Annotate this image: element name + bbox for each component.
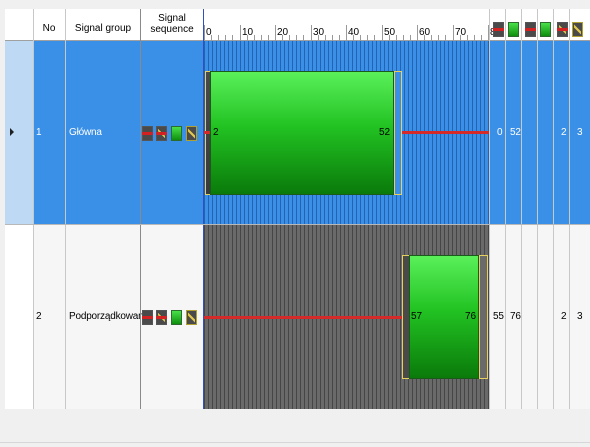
timeline-tick-label: 50 [384, 27, 396, 38]
green-start-time: 57 [411, 311, 423, 322]
red-phase-line [204, 131, 210, 134]
red-amber-icon [557, 22, 568, 37]
row-no: 2 [36, 311, 42, 322]
column-divider [505, 9, 506, 409]
col-amber: 3 [577, 127, 583, 138]
timeline-tick-label: 60 [419, 27, 431, 38]
header-signal-group[interactable]: Signal group [74, 23, 132, 34]
timeline-tick-label: 0 [206, 27, 212, 38]
row-pointer-icon [10, 128, 14, 136]
table-row[interactable]: 2 Podporządkowana 57 76 55 76 2 3 [5, 225, 590, 409]
timeline-tick-label: 30 [313, 27, 325, 38]
green-icon [508, 22, 519, 37]
timeline-tick-label: 40 [348, 27, 360, 38]
column-divider [521, 9, 522, 409]
signal-group-grid: No Signal group Signal sequence 0 10 20 30 4… [5, 9, 590, 409]
timeline-cell[interactable]: 57 76 [204, 225, 489, 409]
green-phase-bar[interactable] [409, 255, 479, 379]
green-start-time: 2 [213, 127, 219, 138]
amber-phase [479, 255, 488, 379]
column-divider [65, 9, 66, 409]
red-phase-line [402, 131, 490, 134]
green-phase-bar[interactable] [210, 71, 394, 195]
timeline-tick-label: 10 [242, 27, 254, 38]
row-indicator[interactable] [5, 225, 33, 409]
col-red-amber: 2 [561, 311, 567, 322]
red-icon [493, 22, 504, 37]
column-divider [33, 9, 34, 409]
column-divider [569, 9, 570, 409]
col-red-amber: 2 [561, 127, 567, 138]
column-divider [553, 9, 554, 409]
header-tick-marks [204, 25, 489, 41]
row-no: 1 [36, 127, 42, 138]
col-amber: 3 [577, 311, 583, 322]
green-end-time: 76 [465, 311, 477, 322]
timeline-tick-label: 70 [455, 27, 467, 38]
header-no[interactable]: No [42, 23, 56, 34]
col-red-end: 0 [497, 127, 503, 138]
col-green-end: 52 [510, 127, 521, 138]
row-signal-group-name[interactable]: Podporządkowana [69, 311, 149, 322]
bottom-separator [0, 442, 590, 443]
column-divider [537, 9, 538, 409]
green-icon [171, 126, 182, 141]
green-icon [171, 310, 182, 325]
red-amber-icon [156, 126, 167, 141]
col-green-end: 76 [510, 311, 521, 322]
green-icon [540, 22, 551, 37]
amber-phase [394, 71, 402, 195]
row-signal-group-name[interactable]: Główna [69, 127, 102, 138]
red-amber-icon [156, 310, 167, 325]
header-timeline[interactable]: 01020304050607080 [204, 9, 501, 41]
header-signal-sequence[interactable]: Signal sequence [150, 13, 194, 35]
row-divider [5, 224, 590, 225]
column-divider [140, 9, 141, 409]
green-end-time: 52 [379, 127, 391, 138]
red-icon [525, 22, 536, 37]
column-divider [489, 9, 490, 409]
timeline-tick-label: 20 [277, 27, 289, 38]
red-icon [142, 310, 153, 325]
amber-icon [186, 310, 197, 325]
amber-icon [572, 22, 583, 37]
amber-icon [186, 126, 197, 141]
header-row: No Signal group Signal sequence 0 10 20 30 4… [5, 9, 590, 41]
timeline-start-divider [203, 9, 204, 409]
table-row[interactable]: 1 Główna 2 52 0 52 2 3 [5, 41, 590, 225]
timeline-cell[interactable]: 2 52 [204, 41, 490, 225]
row-indicator[interactable] [5, 41, 33, 225]
red-icon [142, 126, 153, 141]
red-phase-line [204, 316, 403, 319]
col-red-end: 55 [493, 311, 504, 322]
